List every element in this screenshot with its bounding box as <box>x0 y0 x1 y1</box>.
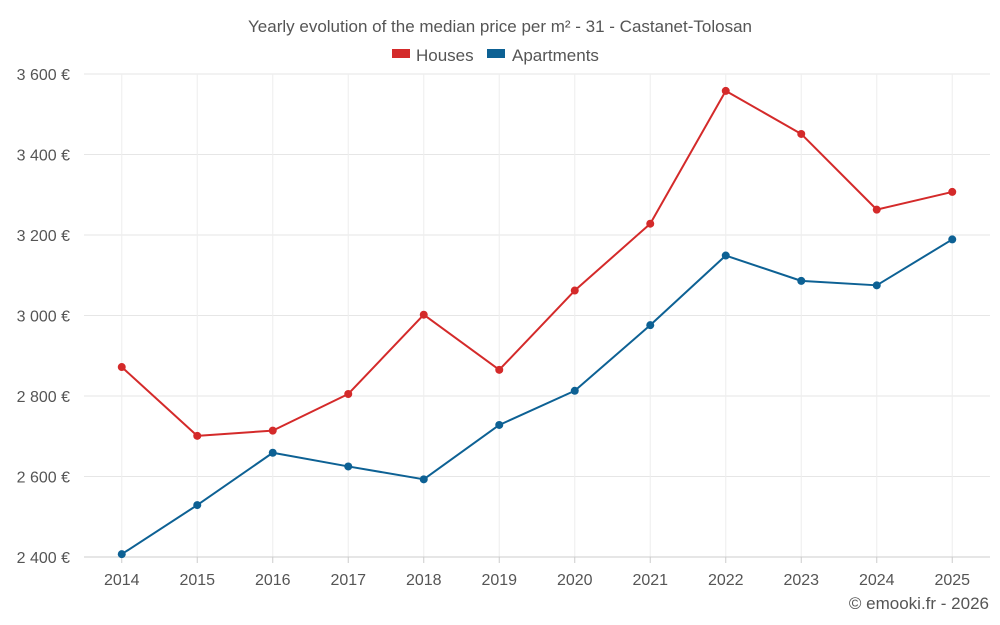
x-tick-label: 2022 <box>708 572 744 589</box>
data-point-apartments[interactable] <box>797 276 806 285</box>
gridlines <box>84 73 990 558</box>
data-point-houses[interactable] <box>570 286 579 295</box>
data-point-apartments[interactable] <box>117 550 126 559</box>
data-point-apartments[interactable] <box>570 386 579 395</box>
series-line-apartments <box>121 238 953 556</box>
legend-label-apartments: Apartments <box>512 46 599 65</box>
x-tick-label: 2024 <box>859 572 895 589</box>
data-point-houses[interactable] <box>344 389 353 398</box>
data-point-houses[interactable] <box>872 205 881 214</box>
x-tick-label: 2014 <box>104 572 140 589</box>
y-tick-label: 3 200 € <box>17 228 70 245</box>
series-layer <box>117 86 957 559</box>
credit-text: © emooki.fr - 2026 <box>849 594 989 613</box>
x-tick-label: 2018 <box>406 572 442 589</box>
y-tick-label: 3 000 € <box>17 309 70 326</box>
legend-swatch-houses <box>392 49 410 58</box>
chart-title: Yearly evolution of the median price per… <box>248 17 752 36</box>
series-line-houses <box>121 89 953 437</box>
data-point-apartments[interactable] <box>344 462 353 471</box>
data-point-apartments[interactable] <box>646 321 655 330</box>
data-point-houses[interactable] <box>495 365 504 374</box>
data-point-houses[interactable] <box>646 219 655 228</box>
y-axis: 2 400 € 2 600 € 2 800 € 3 000 € 3 200 € 3 400… <box>17 67 70 567</box>
x-tick-label: 2021 <box>632 572 668 589</box>
data-point-houses[interactable] <box>721 86 730 95</box>
data-point-houses[interactable] <box>948 187 957 196</box>
x-tick-label: 2015 <box>179 572 215 589</box>
y-tick-label: 2 400 € <box>17 550 70 567</box>
legend-item-houses[interactable]: Houses <box>392 46 474 65</box>
x-tick-label: 2019 <box>481 572 517 589</box>
data-point-houses[interactable] <box>117 363 126 372</box>
data-point-apartments[interactable] <box>495 420 504 429</box>
x-tick-label: 2023 <box>783 572 819 589</box>
data-point-apartments[interactable] <box>268 448 277 457</box>
legend-item-apartments[interactable]: Apartments <box>487 46 599 65</box>
data-point-houses[interactable] <box>797 129 806 138</box>
x-tick-label: 2020 <box>557 572 593 589</box>
x-tick-label: 2017 <box>330 572 366 589</box>
y-tick-label: 3 400 € <box>17 148 70 165</box>
y-tick-label: 2 800 € <box>17 389 70 406</box>
x-axis: 2014 2015 2016 2017 2018 2019 2020 2021 2022 2023… <box>84 556 990 589</box>
data-point-apartments[interactable] <box>721 251 730 260</box>
data-point-apartments[interactable] <box>419 475 428 484</box>
data-point-apartments[interactable] <box>948 235 957 244</box>
data-point-houses[interactable] <box>419 310 428 319</box>
legend-label-houses: Houses <box>416 46 474 65</box>
data-point-houses[interactable] <box>193 431 202 440</box>
y-tick-label: 3 600 € <box>17 67 70 84</box>
legend-swatch-apartments <box>487 49 505 58</box>
x-tick-label: 2016 <box>255 572 291 589</box>
data-point-houses[interactable] <box>268 426 277 435</box>
x-tick-label: 2025 <box>934 572 970 589</box>
data-point-apartments[interactable] <box>872 281 881 290</box>
legend: Houses Apartments <box>392 46 599 65</box>
y-tick-label: 2 600 € <box>17 470 70 487</box>
data-point-apartments[interactable] <box>193 501 202 510</box>
